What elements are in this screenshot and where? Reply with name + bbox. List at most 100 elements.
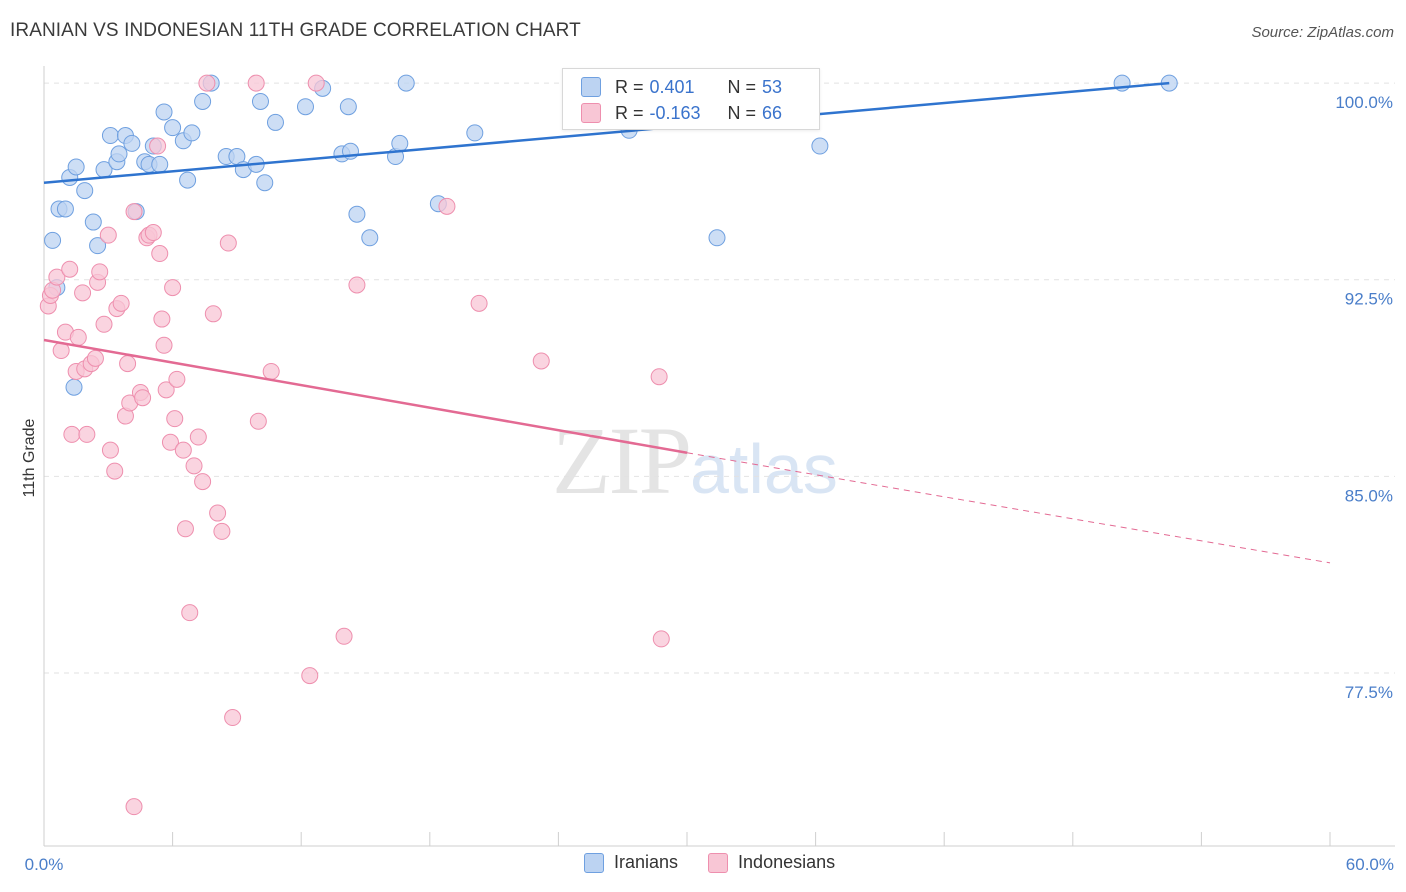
indonesian-point [301,667,319,685]
iranian-point [194,92,212,110]
indonesian-point [198,74,216,92]
indonesian-point [112,294,130,312]
indonesian-point [307,74,325,92]
indonesian-point [176,520,194,538]
iranian-point [151,155,169,173]
indonesian-point [532,352,550,370]
indonesian-point [99,226,117,244]
iranian-point [339,98,357,116]
indonesian-point [194,473,212,491]
iranian-point [391,134,409,152]
indonesian-point [125,203,143,221]
iranian-point [123,134,141,152]
indonesian-point [155,336,173,354]
iranian-point [256,174,274,192]
legend-swatch-blue [581,77,601,97]
iranian-point [179,171,197,189]
legend-swatch-pink [581,103,601,123]
legend-n-value: 53 [762,76,783,97]
legend-row-iranians: R = 0.401 N = 53 [581,75,782,99]
indonesian-point [189,428,207,446]
iranian-point [155,103,173,121]
indonesian-point [161,433,179,451]
indonesian-point [652,630,670,648]
legend-label-indonesians: Indonesians [738,852,836,872]
y-tick-label: 85.0% [1345,486,1393,505]
x-tick-label: 60.0% [1346,855,1394,874]
indonesian-point [181,604,199,622]
indonesian-point [153,310,171,328]
indonesian-point [262,362,280,380]
iranian-point [89,237,107,255]
chart-title: IRANIAN VS INDONESIAN 11TH GRADE CORRELA… [10,20,581,41]
indonesian-point [335,627,353,645]
indonesian-point [249,412,267,430]
legend-r-label: R = [615,102,644,123]
zipatlas-watermark: ZIPatlas [552,405,838,516]
legend-r-label: R = [615,76,644,97]
correlation-legend: R = 0.401 N = 53 R = -0.163 N = 66 [562,68,820,130]
watermark-zip: ZIP [552,407,692,514]
indonesian-point [95,315,113,333]
iranian-point [65,378,83,396]
indonesian-point [125,798,143,816]
iranian-point [397,74,415,92]
legend-item-iranians: Iranians [584,852,678,873]
legend-n-label: N = [727,76,757,97]
indonesian-point [204,305,222,323]
indonesian-point [144,224,162,242]
legend-row-indonesians: R = -0.163 N = 66 [581,101,782,125]
iranian-point [67,158,85,176]
legend-r-value: 0.401 [649,76,695,97]
indonesian-point [166,410,184,428]
legend-swatch-indonesians [708,852,729,873]
indonesian-point [213,522,231,540]
iranian-point [348,205,366,223]
y-tick-label: 77.5% [1345,683,1393,702]
legend-n-value: 66 [762,102,783,123]
indonesian-point [63,425,81,443]
indonesian-point [86,349,104,367]
indonesian-point [69,328,87,346]
legend-item-indonesians: Indonesians [708,852,835,873]
indonesian-point [470,294,488,312]
legend-n-label: N = [727,102,757,123]
indonesian-point [224,709,242,727]
iranian-point [361,229,379,247]
indonesian-point [74,284,92,302]
indonesian-point [164,279,182,297]
iranian-point [56,200,74,218]
iranian-point [164,119,182,137]
indonesian-point [106,462,124,480]
iranian-point [811,137,829,155]
indonesian-point [91,263,109,281]
iranian-point [708,229,726,247]
iranian-point [266,113,284,131]
indonesian-point [168,370,186,388]
indonesian-point [119,355,137,373]
iranian-point [296,98,314,116]
y-tick-label: 100.0% [1335,93,1393,112]
indonesian-trend-line [43,338,688,454]
indonesian-point [174,441,192,459]
legend-label-iranians: Iranians [614,852,679,872]
iranian-point [76,182,94,200]
iranian-trend-line [43,81,1170,184]
series-legend: Iranians Indonesians [584,852,865,873]
indonesian-point [650,368,668,386]
iranian-point [251,92,269,110]
indonesian-point [348,276,366,294]
indonesian-point [61,260,79,278]
indonesian-point [209,504,227,522]
chart-source: Source: ZipAtlas.com [1251,24,1394,41]
indonesian-point [219,234,237,252]
y-tick-label: 92.5% [1345,290,1393,309]
indonesian-point [247,74,265,92]
indonesian-point [438,197,456,215]
indonesian-point [48,268,66,286]
legend-r-value: -0.163 [649,102,701,123]
y-axis-label: 11th Grade [21,418,38,497]
indonesian-trend-extension [686,452,1331,564]
indonesian-point [134,389,152,407]
